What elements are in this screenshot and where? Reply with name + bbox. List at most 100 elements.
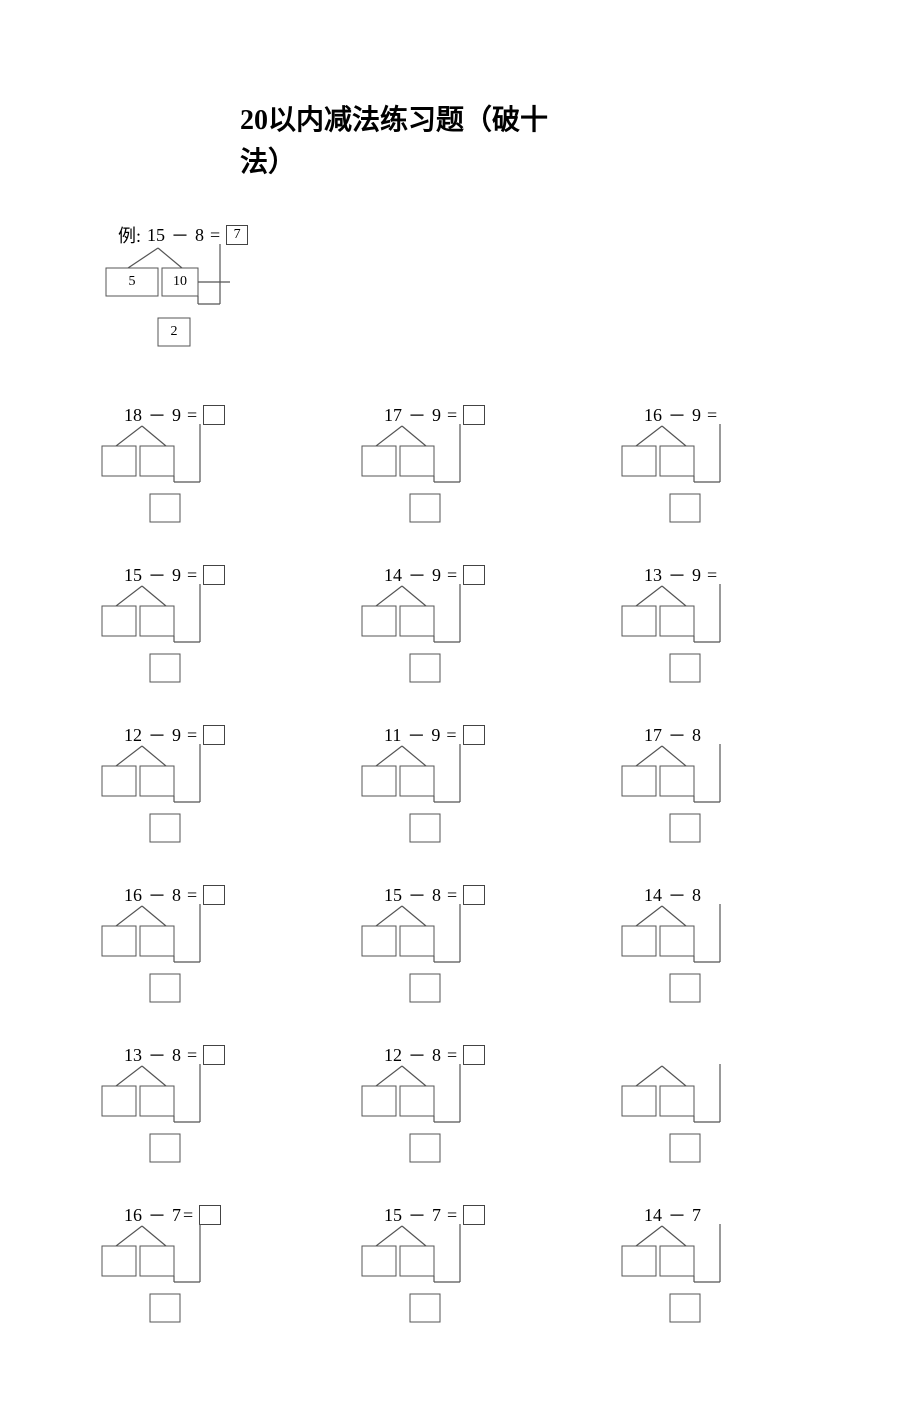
minuend: 16	[124, 885, 142, 906]
result-box[interactable]	[410, 654, 440, 682]
problem-row: 15－9=14－9=13－9=	[100, 564, 820, 694]
result-box[interactable]	[150, 1294, 180, 1322]
title-line2: 法）	[240, 147, 296, 178]
equals-icon: =	[447, 405, 457, 426]
split-left-box[interactable]	[362, 926, 396, 956]
split-right-box[interactable]	[140, 1246, 174, 1276]
split-left-box[interactable]	[362, 766, 396, 796]
answer-box[interactable]	[203, 565, 225, 585]
split-right-box[interactable]	[140, 446, 174, 476]
split-left-box[interactable]	[622, 606, 656, 636]
split-left-box[interactable]	[102, 1086, 136, 1116]
result-box[interactable]	[150, 654, 180, 682]
split-right-box[interactable]	[400, 606, 434, 636]
split-right-box[interactable]	[400, 446, 434, 476]
result-box[interactable]	[150, 1134, 180, 1162]
problem-row: 16－7=15－7=14－7	[100, 1204, 820, 1334]
split-left-box[interactable]	[622, 1086, 656, 1116]
result-box[interactable]	[410, 1294, 440, 1322]
problem-row: 16－8=15－8=14－8	[100, 884, 820, 1014]
split-left-box[interactable]	[362, 606, 396, 636]
split-left-box[interactable]	[102, 446, 136, 476]
split-right-box[interactable]	[400, 1086, 434, 1116]
problem: 17－8	[620, 724, 820, 854]
result-box[interactable]	[410, 974, 440, 1002]
split-left-box[interactable]	[622, 446, 656, 476]
split-right-box[interactable]	[400, 766, 434, 796]
split-right-box[interactable]	[660, 446, 694, 476]
split-left-box[interactable]	[362, 446, 396, 476]
problem: 18－9=	[100, 404, 300, 534]
split-left-box[interactable]	[362, 1086, 396, 1116]
example-b: 8	[195, 225, 204, 246]
example-a: 15	[147, 225, 165, 246]
equals-icon: =	[707, 565, 717, 586]
answer-box[interactable]	[463, 405, 485, 425]
answer-box[interactable]	[463, 885, 485, 905]
result-box[interactable]	[410, 1134, 440, 1162]
split-left-box[interactable]	[622, 1246, 656, 1276]
split-right-box[interactable]	[140, 766, 174, 796]
minuend: 14	[384, 565, 402, 586]
equals-icon: =	[447, 565, 457, 586]
split-left-box[interactable]	[102, 766, 136, 796]
example-row: 例: 15 － 8 = 7 5 10	[100, 224, 820, 374]
problem: 16－7=	[100, 1204, 300, 1334]
split-left-box[interactable]	[622, 926, 656, 956]
result-box[interactable]	[150, 494, 180, 522]
split-right-box[interactable]	[140, 606, 174, 636]
answer-box[interactable]	[463, 565, 485, 585]
subtrahend: 9	[431, 725, 440, 746]
problems-grid: 18－9=17－9=16－9=15－9=14－9=13－9=12－9=11－9=…	[100, 404, 820, 1334]
equals-icon: =	[187, 885, 197, 906]
result-box[interactable]	[410, 814, 440, 842]
split-left-box[interactable]	[102, 926, 136, 956]
split-right-box[interactable]	[140, 926, 174, 956]
result-box[interactable]	[670, 1134, 700, 1162]
problem-row: 12－9= 11－9= 17－8	[100, 724, 820, 854]
answer-box[interactable]	[463, 725, 485, 745]
split-right-box[interactable]	[660, 1246, 694, 1276]
split-left-box[interactable]	[102, 606, 136, 636]
answer-box[interactable]	[203, 725, 225, 745]
split-left-box[interactable]	[622, 766, 656, 796]
answer-box[interactable]	[463, 1205, 485, 1225]
split-right-box[interactable]	[400, 926, 434, 956]
subtrahend: 8	[692, 885, 701, 906]
minuend: 16	[124, 1205, 142, 1226]
equals-icon: =	[187, 565, 197, 586]
result-box[interactable]	[410, 494, 440, 522]
answer-box[interactable]	[203, 1045, 225, 1065]
subtrahend: 7	[692, 1205, 701, 1226]
result-box[interactable]	[670, 494, 700, 522]
minuend: 12	[124, 725, 142, 746]
answer-box[interactable]	[463, 1045, 485, 1065]
minuend: 17	[384, 405, 402, 426]
result-box[interactable]	[150, 814, 180, 842]
problem: 13－8=	[100, 1044, 300, 1174]
split-left-box[interactable]	[362, 1246, 396, 1276]
minuend: 14	[644, 885, 662, 906]
result-box[interactable]	[670, 654, 700, 682]
minuend: 14	[644, 1205, 662, 1226]
split-right-box[interactable]	[660, 766, 694, 796]
subtrahend: 9	[692, 405, 701, 426]
split-right-box[interactable]	[400, 1246, 434, 1276]
answer-box[interactable]	[199, 1205, 221, 1225]
split-right-box[interactable]	[660, 606, 694, 636]
answer-box[interactable]	[203, 405, 225, 425]
result-box[interactable]	[670, 1294, 700, 1322]
answer-box[interactable]	[203, 885, 225, 905]
problem: 15－7=	[360, 1204, 560, 1334]
problem: 12－9=	[100, 724, 300, 854]
problem: 11－9=	[360, 724, 560, 854]
result-box[interactable]	[150, 974, 180, 1002]
subtrahend: 7	[432, 1205, 441, 1226]
split-left-box[interactable]	[102, 1246, 136, 1276]
split-right-box[interactable]	[660, 1086, 694, 1116]
split-right-box[interactable]	[140, 1086, 174, 1116]
result-box[interactable]	[670, 974, 700, 1002]
split-right-box[interactable]	[660, 926, 694, 956]
problem: 14－8	[620, 884, 820, 1014]
result-box[interactable]	[670, 814, 700, 842]
